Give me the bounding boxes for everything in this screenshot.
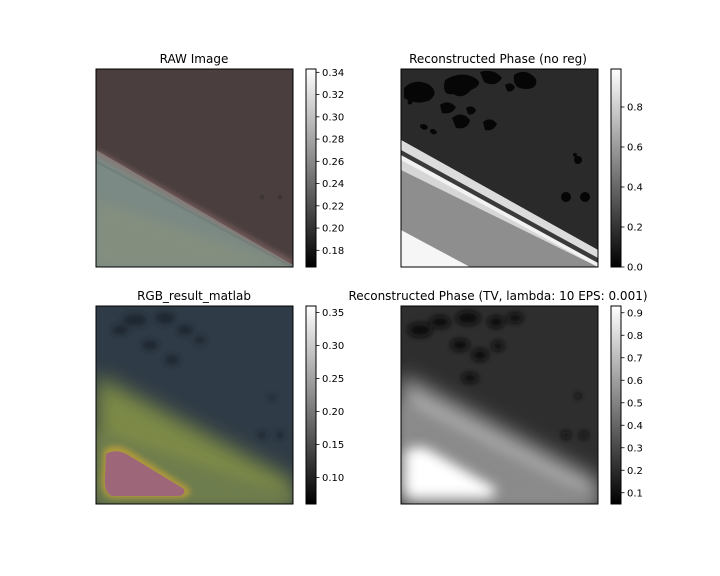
colorbar-tick-label: 0.5 <box>627 398 643 409</box>
colorbar-tick-label: 0.10 <box>322 473 344 484</box>
colorbar-tick-label: 0.20 <box>322 407 344 418</box>
raw-image-plot <box>96 69 293 267</box>
colorbar-tick-label: 0.18 <box>322 246 344 257</box>
colorbar-rgb-result: 0.35 0.30 0.25 0.20 0.15 0.10 <box>305 305 344 505</box>
colorbar-tick-label: 0.9 <box>627 308 643 319</box>
colorbar-tick-label: 0.0 <box>627 263 643 274</box>
phase-tv-plot <box>401 306 598 504</box>
phase-tv-axes-frame <box>400 305 599 505</box>
colorbar-tick-label: 0.1 <box>627 488 643 499</box>
colorbar-tick-label: 0.6 <box>627 376 643 387</box>
colorbar-tick-label: 0.7 <box>627 353 643 364</box>
colorbar-phase-no-reg: 0.8 0.6 0.4 0.2 0.0 <box>610 68 643 274</box>
colorbar-tick-label: 0.3 <box>627 443 643 454</box>
colorbar-tick-label: 0.26 <box>322 157 344 168</box>
colorbar-tick-label: 0.22 <box>322 201 344 212</box>
colorbar-tick-label: 0.2 <box>627 466 643 477</box>
panel-title-rgb-result: RGB_result_matlab <box>137 289 251 303</box>
colorbar-tick-label: 0.35 <box>322 308 344 319</box>
colorbar-tick-label: 0.20 <box>322 224 344 235</box>
colorbar-tick-label: 0.6 <box>627 143 643 154</box>
colorbar-tick-label: 0.32 <box>322 90 344 101</box>
rgb-dark-blobs <box>112 312 284 439</box>
colorbar-tick-label: 0.25 <box>322 374 344 385</box>
colorbar-tick-label: 0.4 <box>627 421 643 432</box>
colorbar-tick-label: 0.28 <box>322 135 344 146</box>
colorbar-phase-tv: 0.9 0.8 0.7 0.6 0.5 0.4 0.3 0.2 0.1 <box>610 305 643 505</box>
rgb-result-axes-frame <box>95 305 294 505</box>
colorbar-tick-label: 0.4 <box>627 183 643 194</box>
colorbar-raw: 0.34 0.32 0.30 0.28 0.26 0.24 0.22 0.20 0.18 <box>305 68 344 268</box>
panel-rgb-result: RGB_result_matlab 0.350.300. <box>95 289 344 505</box>
raw-axes-frame <box>95 68 294 268</box>
phase-no-reg-plot <box>401 69 598 267</box>
panel-title-raw: RAW Image <box>160 52 229 66</box>
colorbar-tick-label: 0.30 <box>322 341 344 352</box>
phase-tv-dark-blobs <box>408 311 588 439</box>
phase-no-reg-dark-blobs <box>404 70 590 202</box>
rgb-result-plot <box>96 306 293 504</box>
colorbar-tick-label: 0.8 <box>627 331 643 342</box>
phase-no-reg-axes-frame <box>400 68 599 268</box>
panel-title-phase-tv: Reconstructed Phase (TV, lambda: 10 EPS:… <box>348 289 647 303</box>
colorbar-tick-label: 0.34 <box>322 68 344 79</box>
colorbar-tick-label: 0.24 <box>322 179 344 190</box>
panel-phase-no-reg: Reconstructed Phase (no reg) <box>400 52 643 274</box>
colorbar-tick-label: 0.15 <box>322 440 344 451</box>
panel-raw-image: RAW Image 0.340.320.300.280.260.240.220.… <box>95 52 344 268</box>
panel-title-phase-no-reg: Reconstructed Phase (no reg) <box>409 52 587 66</box>
colorbar-tick-label: 0.2 <box>627 223 643 234</box>
colorbar-tick-label: 0.30 <box>322 112 344 123</box>
panel-phase-tv: Reconstructed Phase (TV, lambda: 10 EPS:… <box>348 289 648 505</box>
colorbar-tick-label: 0.8 <box>627 103 643 114</box>
